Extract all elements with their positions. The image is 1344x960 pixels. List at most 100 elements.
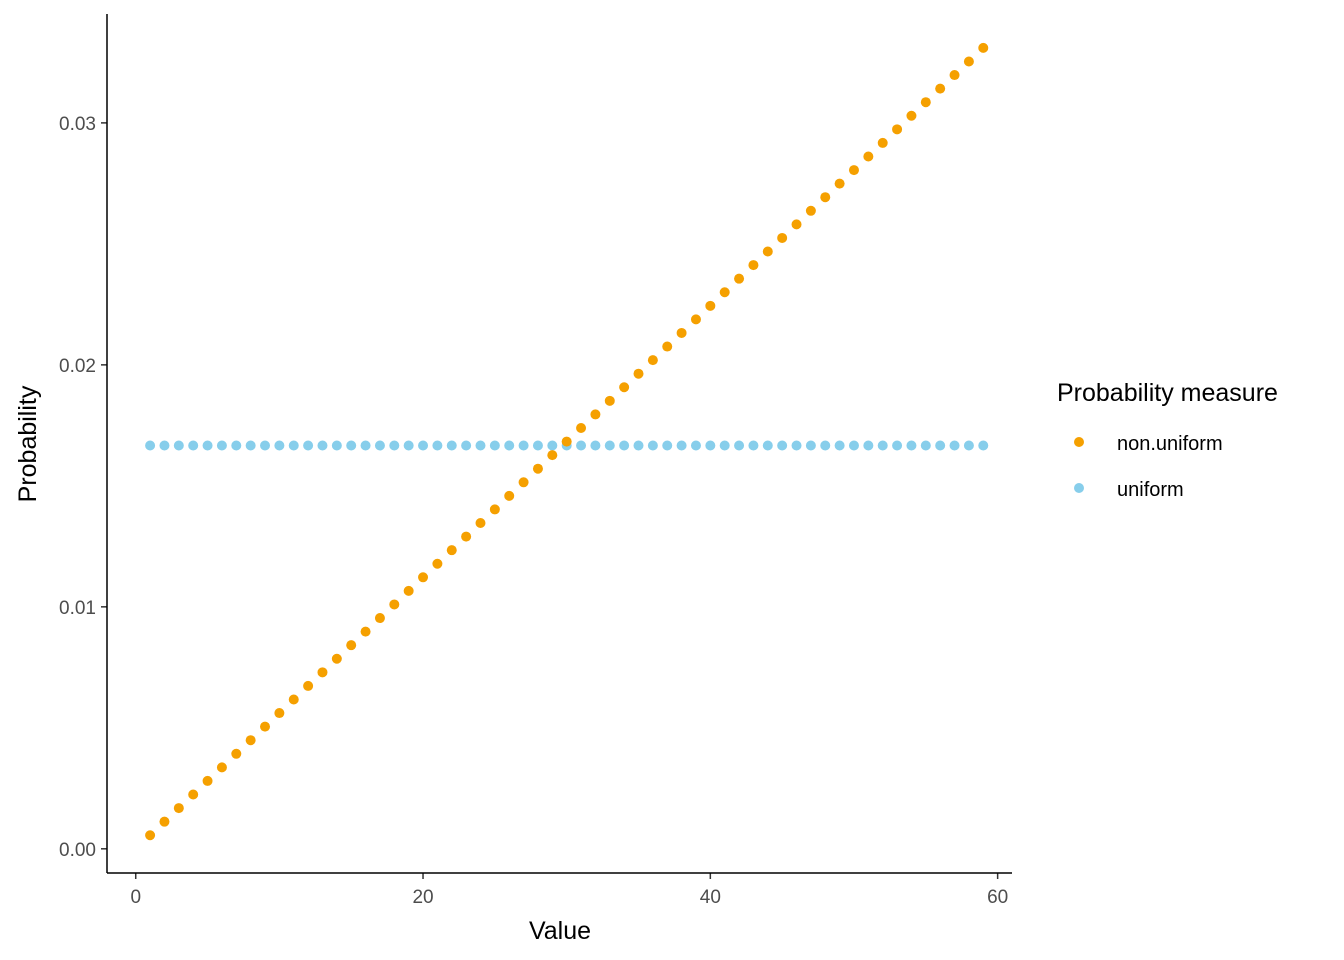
point-uniform — [188, 440, 199, 451]
point-non-uniform — [719, 287, 730, 298]
point-uniform — [432, 440, 443, 451]
point-non-uniform — [906, 110, 917, 121]
point-non-uniform — [547, 450, 558, 461]
point-non-uniform — [188, 789, 199, 800]
point-non-uniform — [690, 314, 701, 325]
point-uniform — [762, 440, 773, 451]
point-uniform — [734, 440, 745, 451]
point-uniform — [978, 440, 989, 451]
point-non-uniform — [892, 124, 903, 135]
point-non-uniform — [231, 748, 242, 759]
point-uniform — [202, 440, 213, 451]
point-non-uniform — [662, 341, 673, 352]
point-non-uniform — [374, 613, 385, 624]
point-non-uniform — [245, 735, 256, 746]
y-tick-label: 0.03 — [59, 114, 96, 135]
point-uniform — [920, 440, 931, 451]
point-uniform — [892, 440, 903, 451]
point-uniform — [317, 440, 328, 451]
point-non-uniform — [877, 137, 888, 148]
point-uniform — [145, 440, 156, 451]
point-non-uniform — [949, 70, 960, 81]
legend-label-non-uniform: non.uniform — [1117, 433, 1223, 455]
point-non-uniform — [805, 205, 816, 216]
x-axis-title: Value — [529, 917, 591, 945]
point-non-uniform — [145, 830, 156, 841]
point-non-uniform — [791, 219, 802, 230]
point-non-uniform — [532, 463, 543, 474]
point-uniform — [389, 440, 400, 451]
point-uniform — [590, 440, 601, 451]
legend-key-uniform — [1074, 483, 1084, 493]
point-uniform — [690, 440, 701, 451]
point-non-uniform — [389, 599, 400, 610]
point-uniform — [705, 440, 716, 451]
point-uniform — [274, 440, 285, 451]
point-uniform — [303, 440, 314, 451]
point-uniform — [647, 440, 658, 451]
point-uniform — [619, 440, 630, 451]
point-non-uniform — [216, 762, 227, 773]
point-uniform — [547, 440, 558, 451]
y-axis-ticks: 0.00 0.01 0.02 0.03 — [59, 114, 107, 861]
point-non-uniform — [461, 531, 472, 542]
point-non-uniform — [848, 165, 859, 176]
point-uniform — [418, 440, 429, 451]
point-uniform — [260, 440, 271, 451]
point-non-uniform — [748, 260, 759, 271]
point-uniform — [820, 440, 831, 451]
point-non-uniform — [331, 653, 342, 664]
point-uniform — [604, 440, 615, 451]
point-non-uniform — [576, 422, 587, 433]
point-uniform — [963, 440, 974, 451]
point-uniform — [346, 440, 357, 451]
point-non-uniform — [734, 273, 745, 284]
y-axis-title: Probability — [14, 385, 42, 502]
point-uniform — [288, 440, 299, 451]
point-uniform — [374, 440, 385, 451]
point-uniform — [331, 440, 342, 451]
point-non-uniform — [676, 327, 687, 338]
point-uniform — [662, 440, 673, 451]
point-non-uniform — [489, 504, 500, 515]
point-non-uniform — [518, 477, 529, 488]
data-points — [145, 42, 989, 841]
point-non-uniform — [288, 694, 299, 705]
x-tick-label: 0 — [130, 887, 141, 908]
point-uniform — [949, 440, 960, 451]
point-uniform — [748, 440, 759, 451]
point-uniform — [245, 440, 256, 451]
point-uniform — [877, 440, 888, 451]
point-non-uniform — [159, 816, 170, 827]
point-uniform — [834, 440, 845, 451]
legend-title: Probability measure — [1057, 379, 1278, 407]
y-tick-label: 0.02 — [59, 356, 96, 377]
x-axis-ticks: 0 20 40 60 — [130, 873, 1008, 908]
point-non-uniform — [346, 640, 357, 651]
point-uniform — [159, 440, 170, 451]
x-tick-label: 40 — [700, 887, 721, 908]
point-non-uniform — [777, 232, 788, 243]
point-non-uniform — [561, 436, 572, 447]
point-non-uniform — [403, 585, 414, 596]
point-non-uniform — [619, 382, 630, 393]
point-non-uniform — [202, 775, 213, 786]
point-non-uniform — [604, 395, 615, 406]
point-non-uniform — [317, 667, 328, 678]
point-non-uniform — [504, 490, 515, 501]
x-tick-label: 20 — [412, 887, 433, 908]
legend: Probability measure non.uniform uniform — [1057, 379, 1278, 501]
point-uniform — [489, 440, 500, 451]
point-non-uniform — [834, 178, 845, 189]
point-non-uniform — [820, 192, 831, 203]
point-uniform — [676, 440, 687, 451]
point-non-uniform — [360, 626, 371, 637]
y-tick-label: 0.00 — [59, 840, 96, 861]
point-uniform — [906, 440, 917, 451]
point-uniform — [173, 440, 184, 451]
point-non-uniform — [590, 409, 601, 420]
point-uniform — [848, 440, 859, 451]
y-tick-label: 0.01 — [59, 598, 96, 619]
point-uniform — [791, 440, 802, 451]
point-non-uniform — [647, 355, 658, 366]
